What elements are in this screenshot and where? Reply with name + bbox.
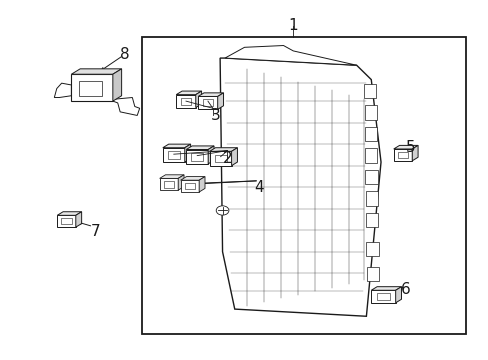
- Polygon shape: [393, 145, 417, 149]
- Polygon shape: [113, 98, 140, 116]
- Polygon shape: [209, 151, 231, 166]
- Text: 7: 7: [91, 225, 101, 239]
- Bar: [167, 151, 180, 159]
- Polygon shape: [231, 148, 237, 166]
- Bar: [365, 213, 377, 227]
- Polygon shape: [57, 212, 81, 215]
- Bar: [61, 218, 71, 225]
- Text: 8: 8: [120, 47, 130, 62]
- Polygon shape: [393, 149, 411, 161]
- Polygon shape: [54, 83, 71, 98]
- Polygon shape: [163, 144, 190, 148]
- Polygon shape: [198, 93, 223, 96]
- Bar: [71, 74, 113, 101]
- Bar: [163, 181, 174, 188]
- Polygon shape: [370, 287, 401, 290]
- Text: 1: 1: [288, 18, 298, 33]
- Polygon shape: [208, 146, 214, 164]
- Polygon shape: [176, 91, 201, 95]
- Polygon shape: [217, 93, 223, 109]
- Polygon shape: [180, 180, 199, 192]
- Polygon shape: [113, 69, 122, 101]
- Polygon shape: [71, 69, 122, 74]
- Polygon shape: [395, 287, 401, 303]
- Bar: [364, 84, 376, 98]
- Bar: [364, 105, 376, 120]
- Polygon shape: [180, 177, 204, 180]
- Polygon shape: [199, 177, 204, 192]
- Polygon shape: [184, 144, 190, 162]
- Bar: [191, 153, 203, 161]
- Bar: [365, 148, 377, 163]
- Polygon shape: [195, 91, 201, 108]
- Text: 4: 4: [254, 180, 264, 195]
- Bar: [365, 170, 377, 184]
- Polygon shape: [57, 215, 76, 227]
- Polygon shape: [186, 146, 214, 149]
- Bar: [366, 242, 378, 256]
- Bar: [214, 154, 226, 162]
- Polygon shape: [178, 175, 183, 190]
- Polygon shape: [198, 96, 217, 109]
- Polygon shape: [370, 290, 395, 303]
- Bar: [79, 81, 102, 96]
- Polygon shape: [186, 149, 208, 164]
- Text: 2: 2: [222, 151, 232, 166]
- Polygon shape: [76, 212, 81, 227]
- Bar: [366, 267, 378, 281]
- Bar: [202, 99, 213, 107]
- Text: 3: 3: [210, 108, 220, 123]
- Bar: [397, 152, 407, 158]
- Polygon shape: [209, 148, 237, 151]
- Polygon shape: [224, 45, 356, 65]
- Bar: [142, 37, 466, 334]
- Bar: [180, 98, 191, 105]
- Circle shape: [216, 206, 228, 215]
- Polygon shape: [159, 175, 183, 179]
- Bar: [376, 293, 389, 300]
- Text: 6: 6: [400, 282, 409, 297]
- Polygon shape: [411, 145, 417, 161]
- Polygon shape: [159, 179, 178, 190]
- Polygon shape: [220, 58, 380, 316]
- Bar: [364, 127, 376, 141]
- Polygon shape: [176, 95, 195, 108]
- Polygon shape: [163, 148, 184, 162]
- Text: 5: 5: [405, 140, 414, 155]
- Bar: [184, 183, 195, 189]
- Bar: [365, 192, 377, 206]
